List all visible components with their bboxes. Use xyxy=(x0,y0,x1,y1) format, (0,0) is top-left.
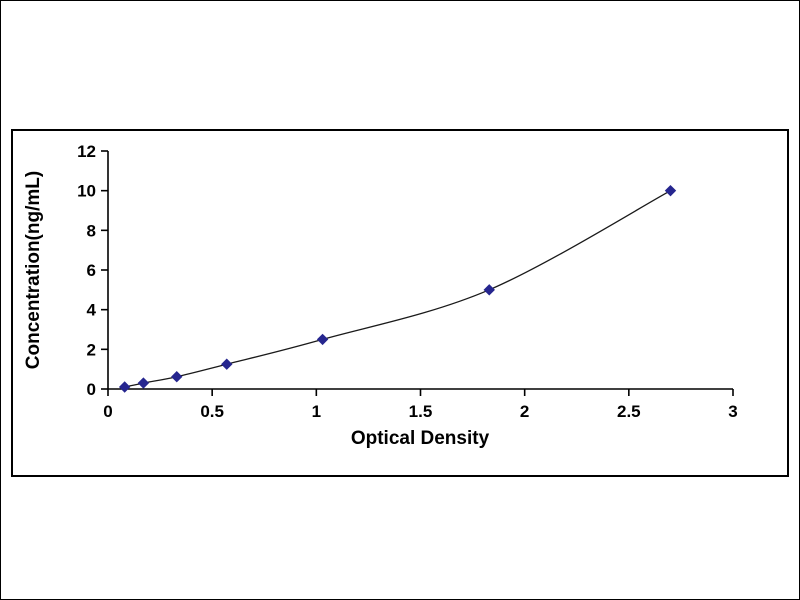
y-axis-title: Concentration(ng/mL) xyxy=(23,171,44,369)
y-tick-label: 10 xyxy=(77,182,96,201)
data-point-marker xyxy=(221,358,233,370)
chart-canvas: 0 2 4 6 8 10 12 0 0.5 1 1.5 2 2.5 3 Optical Density C… xyxy=(23,142,738,449)
x-tick-label: 1.5 xyxy=(409,402,433,421)
x-tick-label: 2 xyxy=(520,402,529,421)
chart-plot-area: 0 2 4 6 8 10 12 0 0.5 1 1.5 2 2.5 3 Optical Density C… xyxy=(11,129,789,477)
y-tick-label: 0 xyxy=(87,380,96,399)
curve-line xyxy=(124,190,671,388)
x-axis-title: Optical Density xyxy=(351,428,490,449)
x-tick-label: 2.5 xyxy=(617,402,641,421)
y-tick-label: 4 xyxy=(87,301,97,320)
plot-layer: 0 2 4 6 8 10 12 0 0.5 1 1.5 2 2.5 3 xyxy=(77,142,738,421)
data-point-marker xyxy=(118,381,131,393)
x-tick-label: 1 xyxy=(312,402,321,421)
y-tick-label: 6 xyxy=(87,261,96,280)
data-point-marker xyxy=(664,184,677,197)
data-point-marker xyxy=(171,370,183,383)
y-tick-label: 12 xyxy=(77,142,96,161)
data-point-marker xyxy=(316,333,329,346)
y-tick-label: 2 xyxy=(87,340,96,359)
x-tick-label: 0 xyxy=(103,402,112,421)
y-tick-label: 8 xyxy=(87,221,96,240)
data-point-marker xyxy=(483,284,495,296)
data-point-marker xyxy=(137,377,150,389)
x-tick-label: 3 xyxy=(728,402,737,421)
x-tick-label: 0.5 xyxy=(200,402,224,421)
